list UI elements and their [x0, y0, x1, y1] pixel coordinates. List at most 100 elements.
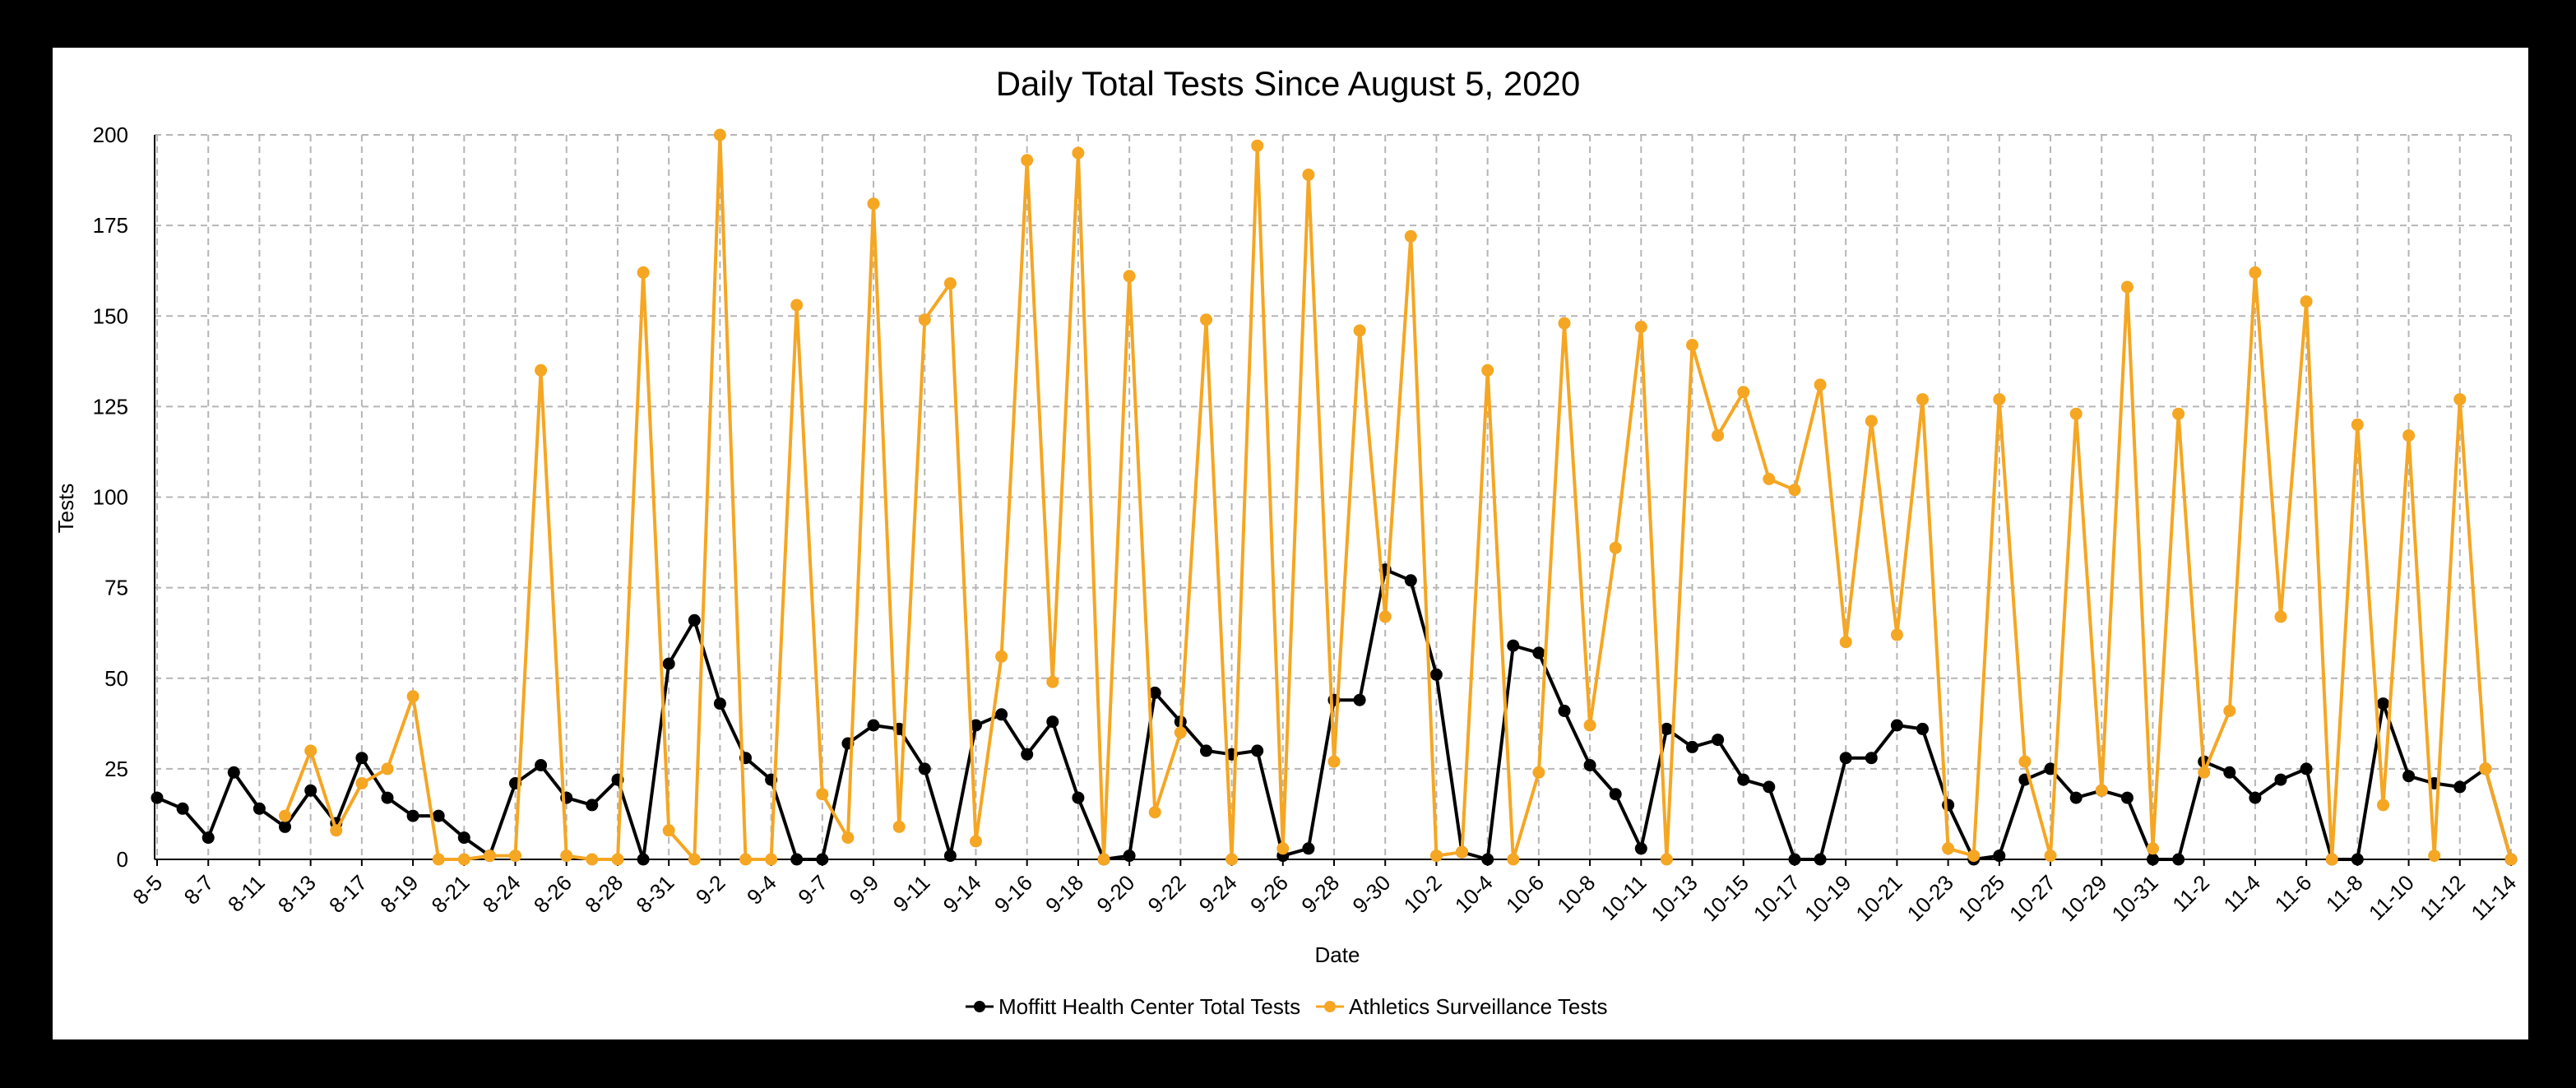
data-point [2172, 853, 2185, 866]
line-chart: Daily Total Tests Since August 5, 2020 0… [53, 64, 2521, 1019]
data-point [406, 809, 419, 822]
x-tick-label: 11-8 [2321, 870, 2368, 917]
x-tick-label: 11-10 [2364, 870, 2419, 925]
y-tick-label: 175 [93, 213, 128, 238]
data-point [892, 820, 906, 833]
data-point [662, 657, 675, 670]
data-point [1814, 378, 1827, 391]
x-tick-label: 9-18 [1040, 870, 1088, 918]
data-point [432, 853, 445, 866]
x-tick-label: 9-2 [691, 870, 730, 910]
x-tick-label: 10-13 [1647, 870, 1703, 926]
data-point [2300, 295, 2313, 308]
x-tick-label: 9-24 [1194, 870, 1242, 918]
data-point [1763, 780, 1776, 794]
legend-marker-moffitt [974, 1001, 985, 1012]
x-tick-label: 10-8 [1552, 870, 1600, 918]
data-point [1788, 853, 1801, 866]
x-tick-label: 8-17 [324, 870, 372, 918]
x-tick-label: 10-29 [2055, 870, 2111, 926]
x-tick-label: 8-11 [223, 870, 270, 917]
data-point [2249, 266, 2262, 279]
data-point [2479, 762, 2492, 775]
x-tick-label: 8-13 [273, 870, 321, 918]
y-tick-label: 125 [93, 394, 128, 419]
data-point [2044, 850, 2057, 863]
data-point [1660, 853, 1673, 866]
data-point [995, 708, 1008, 721]
x-tick-label: 8-21 [427, 870, 475, 918]
data-point [1788, 484, 1801, 497]
data-point [509, 850, 521, 863]
data-point [1404, 229, 1417, 243]
data-point [457, 853, 470, 866]
data-point [2147, 853, 2159, 866]
x-tick-label: 10-4 [1450, 870, 1498, 918]
x-tick-label: 9-30 [1347, 870, 1395, 918]
data-point [1507, 853, 1520, 866]
data-point [790, 853, 804, 866]
x-tick-label: 10-6 [1501, 870, 1549, 918]
data-point [1865, 414, 1878, 428]
series-line-1 [283, 133, 2513, 861]
data-point [970, 835, 982, 848]
data-point [816, 853, 829, 866]
data-point [816, 788, 829, 801]
data-point [1353, 324, 1366, 337]
data-point [2274, 610, 2287, 623]
x-tick-label: 10-2 [1399, 870, 1447, 918]
data-point [2402, 770, 2416, 783]
data-point [2069, 407, 2083, 420]
y-tick-label: 200 [93, 123, 128, 147]
data-point [1302, 169, 1315, 181]
data-point [1148, 686, 1161, 699]
data-point [457, 831, 470, 845]
data-point [253, 802, 266, 815]
data-point [1865, 752, 1878, 765]
x-tick-label: 10-17 [1749, 870, 1805, 926]
x-tick-label: 9-16 [989, 870, 1037, 918]
data-point [1737, 773, 1750, 786]
data-point [1712, 734, 1725, 747]
data-point [1814, 853, 1827, 866]
x-tick-label: 8-31 [631, 870, 679, 918]
data-point [611, 853, 624, 866]
data-point [1532, 766, 1545, 779]
data-point [1327, 755, 1341, 768]
data-point [586, 853, 599, 866]
data-point [1839, 752, 1852, 765]
data-point [1046, 715, 1059, 729]
data-point [355, 752, 368, 765]
legend-marker-athletics [1324, 1001, 1336, 1012]
x-tick-label: 10-27 [2004, 870, 2060, 926]
data-point [1737, 386, 1750, 399]
data-point [1353, 693, 1366, 706]
data-point [2069, 791, 2083, 804]
y-tick-label: 75 [104, 576, 128, 600]
data-point [2351, 418, 2364, 431]
x-tick-label: 9-28 [1296, 870, 1344, 918]
data-point [1378, 610, 1392, 623]
data-point [1481, 853, 1494, 866]
series-0 [151, 563, 2518, 866]
chart-title: Daily Total Tests Since August 5, 2020 [996, 64, 1581, 103]
legend-label-moffitt: Moffitt Health Center Total Tests [998, 994, 1300, 1019]
data-point [1558, 317, 1571, 330]
data-point [1072, 146, 1085, 160]
data-point [355, 777, 368, 789]
data-point [535, 759, 548, 771]
data-point [1046, 675, 1059, 688]
data-point [279, 820, 291, 833]
data-point [304, 784, 317, 797]
data-point [1021, 748, 1034, 761]
data-point [1148, 806, 1161, 819]
data-point [918, 313, 931, 326]
data-point [1583, 719, 1596, 732]
data-point [1123, 270, 1136, 283]
data-point [2120, 791, 2134, 804]
x-tick-label: 8-19 [375, 870, 423, 918]
x-tick-label: 8-24 [478, 870, 526, 918]
x-tick-label: 9-26 [1245, 870, 1293, 918]
series-1 [279, 128, 2518, 866]
data-point [1200, 744, 1212, 757]
